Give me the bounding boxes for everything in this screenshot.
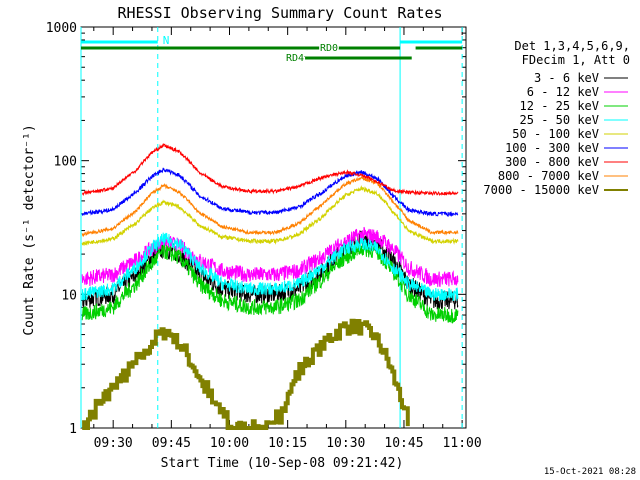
legend-header-line-1: Det 1,3,4,5,6,9,	[514, 39, 630, 53]
series-line-9	[82, 318, 410, 430]
y-tick-label: 1000	[46, 21, 77, 36]
legend-label: 100 - 300 keV	[505, 141, 599, 155]
x-tick-label: 10:30	[326, 436, 365, 451]
x-tick-label: 11:00	[443, 436, 482, 451]
legend-label: 300 - 800 keV	[505, 155, 599, 169]
night-label: N	[163, 34, 170, 47]
legend-label: 25 - 50 keV	[520, 113, 599, 127]
legend-label: 7000 - 15000 keV	[483, 183, 599, 197]
legend: Det 1,3,4,5,6,9, FDecim 1, Att 0 3 - 6 k…	[483, 39, 630, 197]
y-axis-label: Count Rate (s⁻¹ detector⁻¹)	[22, 124, 37, 335]
x-tick-label: 09:45	[152, 436, 191, 451]
series-line-6	[81, 167, 459, 218]
x-axis: 09:30 09:45 10:00 10:15 10:30 10:45 11:00	[93, 27, 482, 451]
x-tick-label: 10:15	[268, 436, 307, 451]
legend-label: 800 - 7000 keV	[498, 169, 599, 183]
legend-label: 3 - 6 keV	[534, 71, 599, 85]
x-tick-label: 10:00	[210, 436, 249, 451]
series-line-5	[81, 185, 459, 247]
series-line-3	[81, 241, 459, 324]
decimation-label: RD0	[320, 43, 338, 54]
series-line-4	[81, 232, 459, 302]
x-tick-label: 09:30	[94, 436, 133, 451]
footer-date: 15-Oct-2021 08:28	[544, 467, 636, 477]
x-axis-label: Start Time (10-Sep-08 09:21:42)	[161, 456, 404, 471]
series-layer	[81, 143, 459, 430]
y-tick-label: 100	[54, 155, 77, 170]
y-axis: 1 10 100 1000	[46, 21, 466, 437]
y-tick-label: 10	[61, 288, 77, 303]
plot-frame	[80, 26, 467, 429]
y-tick-label: 1	[69, 422, 77, 437]
series-line-7	[82, 143, 459, 197]
annotations: N RD0 RD4	[80, 27, 463, 428]
decimation-label: RD4	[286, 53, 304, 64]
x-tick-label: 10:45	[384, 436, 423, 451]
legend-header-line-2: FDecim 1, Att 0	[522, 53, 630, 67]
series-line-8	[81, 175, 459, 237]
legend-label: 12 - 25 keV	[520, 99, 599, 113]
chart-title: RHESSI Observing Summary Count Rates	[117, 4, 442, 22]
legend-label: 50 - 100 keV	[512, 127, 599, 141]
legend-label: 6 - 12 keV	[527, 85, 599, 99]
